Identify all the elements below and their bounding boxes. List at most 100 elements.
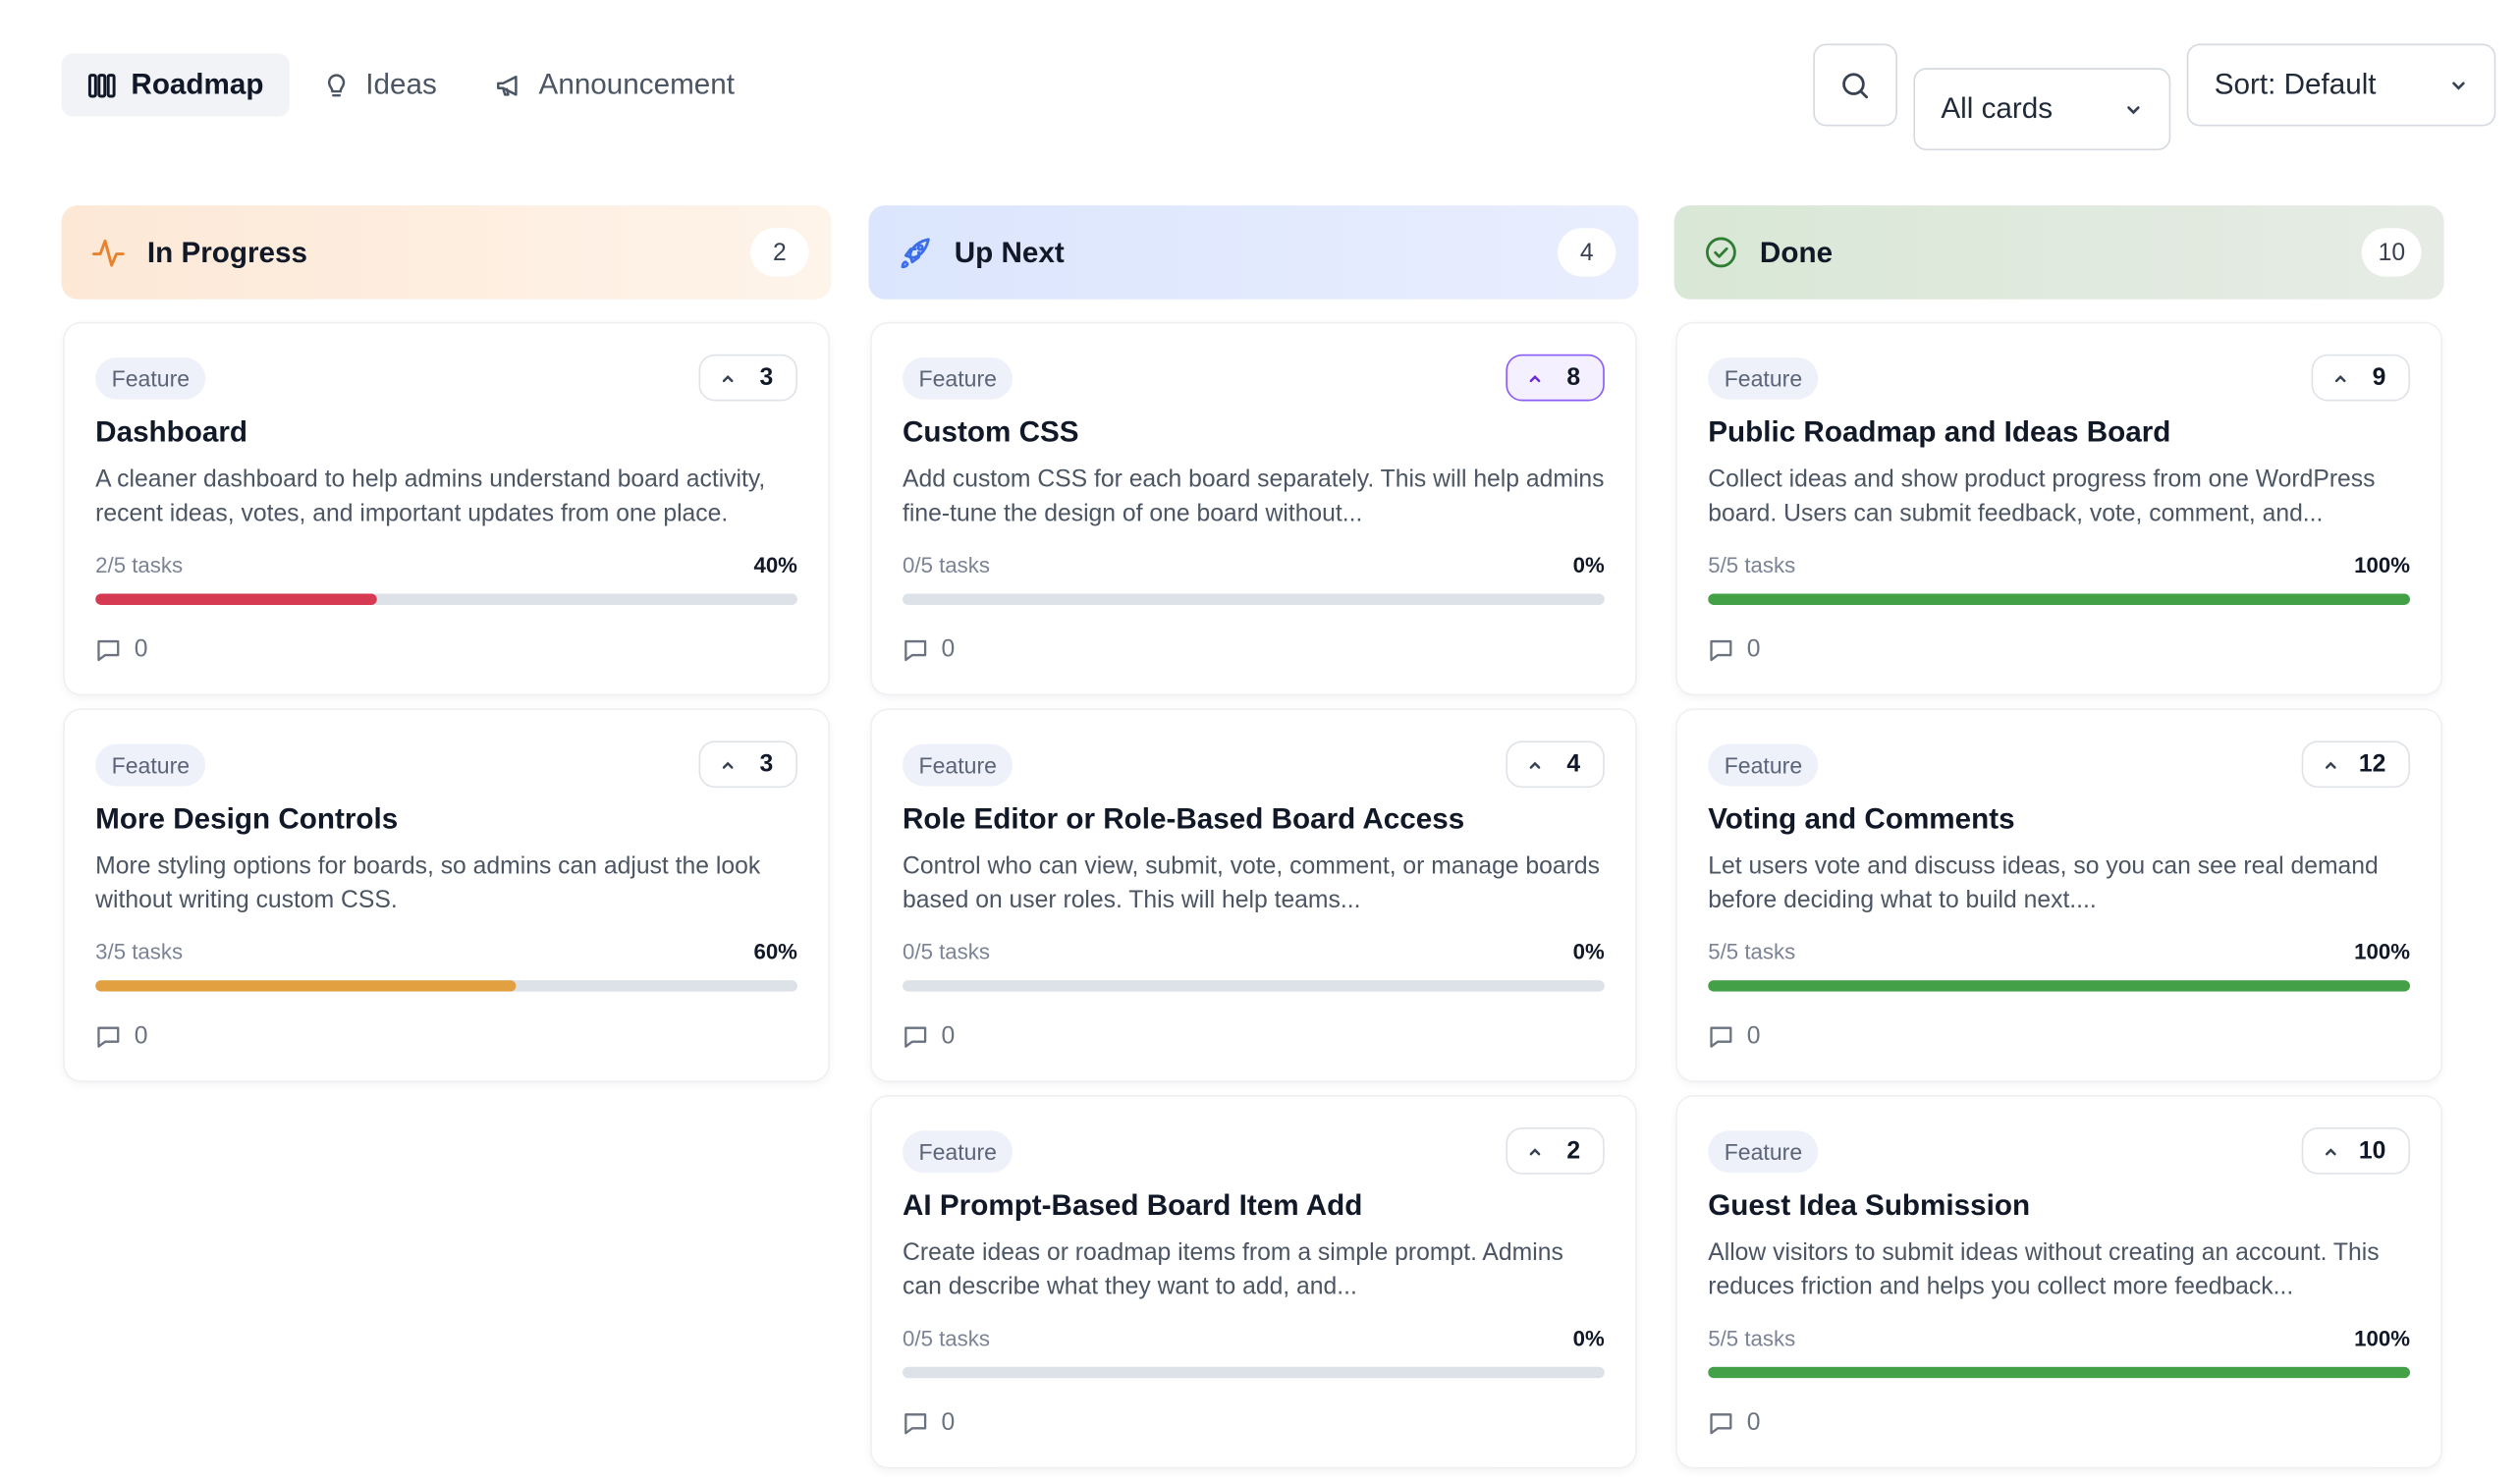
comment-count[interactable]: 0 [903,1022,1605,1050]
upvote-button[interactable]: 12 [2302,740,2411,789]
chevron-up-icon [722,760,734,768]
comment-icon [97,1025,120,1047]
card-title[interactable]: Voting and Comments [1708,801,2015,835]
chevron-up-icon [2326,760,2337,768]
task-progress-row: 5/5 tasks 100% [1708,940,2410,964]
upvote-button[interactable]: 3 [698,740,797,789]
progress-bar-fill [1708,1366,2411,1379]
card-title[interactable]: Role Editor or Role-Based Board Access [903,801,1465,835]
sort-value: Sort: Default [2214,68,2377,101]
comment-count[interactable]: 0 [903,635,1605,663]
upvote-button[interactable]: 8 [1506,354,1605,402]
upvote-button[interactable]: 9 [2311,354,2411,402]
card-list: Feature 9 Public Roadmap and Ideas Board… [1674,323,2444,1467]
card-filter-value: All cards [1941,91,2054,125]
roadmap-card[interactable]: Feature 10 Guest Idea Submission Allow v… [1676,1096,2441,1467]
task-percent: 0% [1572,553,1605,577]
column-header: In Progress 2 [61,205,832,300]
card-header: Feature 2 [903,1126,1605,1175]
comment-icon [1710,639,1732,661]
category-badge: Feature [1708,357,1819,399]
progress-bar-fill [95,593,377,605]
task-count: 5/5 tasks [1708,553,1796,577]
task-progress-row: 0/5 tasks 0% [903,1327,1605,1351]
chevron-up-icon [1529,1147,1541,1155]
card-header: Feature 3 [95,740,797,789]
progress-bar [95,593,797,605]
column-in-progress: In Progress 2 Feature 3 Dashboard A clea… [61,205,832,1096]
category-badge: Feature [1708,742,1819,786]
roadmap-card[interactable]: Feature 3 Dashboard A cleaner dashboard … [64,323,829,694]
chevron-up-icon [1529,760,1541,768]
task-count: 5/5 tasks [1708,1326,1796,1351]
column-header: Done 10 [1673,205,2444,300]
comment-count-value: 0 [941,1408,956,1437]
upvote-button[interactable]: 2 [1506,1126,1605,1175]
card-title[interactable]: Custom CSS [903,415,1079,449]
board-toolbar: All cards Sort: Default [1813,43,2496,151]
tab-ideas[interactable]: Ideas [296,53,463,116]
comment-count[interactable]: 0 [1708,1022,2410,1050]
card-title[interactable]: AI Prompt-Based Board Item Add [903,1188,1363,1222]
chevron-down-icon [2127,105,2140,114]
chevron-down-icon [2452,81,2465,89]
rocket-icon [901,238,930,269]
comment-count[interactable]: 0 [1708,1409,2410,1437]
card-title[interactable]: Public Roadmap and Ideas Board [1708,415,2171,449]
search-button[interactable] [1813,43,1897,127]
chevron-up-icon [1529,374,1541,382]
tab-roadmap[interactable]: Roadmap [61,53,290,117]
upvote-button[interactable]: 10 [2302,1126,2411,1175]
roadmap-columns-icon [87,73,116,97]
upvote-button[interactable]: 4 [1506,740,1605,789]
task-percent: 100% [2354,939,2411,964]
task-percent: 40% [753,553,797,577]
comment-count[interactable]: 0 [95,635,797,663]
roadmap-card[interactable]: Feature 12 Voting and Comments Let users… [1676,710,2441,1081]
tab-announcement[interactable]: Announcement [469,53,761,116]
comment-icon [97,639,120,661]
task-count: 0/5 tasks [903,1326,991,1351]
comment-count[interactable]: 0 [1708,635,2410,663]
chevron-up-icon [722,374,734,382]
roadmap-card[interactable]: Feature 3 More Design Controls More styl… [64,710,829,1081]
task-count: 0/5 tasks [903,939,991,964]
task-percent: 100% [2354,1326,2411,1351]
card-header: Feature 3 [95,354,797,402]
progress-bar-fill [1708,593,2411,605]
sort-select[interactable]: Sort: Default [2186,43,2496,127]
roadmap-card[interactable]: Feature 8 Custom CSS Add custom CSS for … [871,323,1636,694]
tab-announcement-label: Announcement [538,68,735,101]
progress-bar [903,1366,1605,1379]
roadmap-card[interactable]: Feature 4 Role Editor or Role-Based Boar… [871,710,1636,1081]
card-header: Feature 9 [1708,354,2411,402]
task-count: 2/5 tasks [95,553,184,577]
task-progress-row: 5/5 tasks 100% [1708,1327,2410,1351]
roadmap-card[interactable]: Feature 2 AI Prompt-Based Board Item Add… [871,1096,1636,1467]
card-title[interactable]: Dashboard [95,415,248,449]
vote-count: 8 [1566,363,1581,392]
upvote-button[interactable]: 3 [698,354,797,402]
task-percent: 60% [753,939,797,964]
vote-count: 12 [2358,750,2386,779]
card-title[interactable]: More Design Controls [95,801,399,835]
card-filter-select[interactable]: All cards [1913,68,2171,151]
task-progress-row: 0/5 tasks 0% [903,553,1605,577]
category-badge: Feature [95,742,206,786]
comment-icon [904,639,927,661]
comment-icon [904,1025,927,1047]
task-progress-row: 3/5 tasks 60% [95,940,797,964]
card-description: Create ideas or roadmap items from a sim… [903,1238,1563,1301]
comment-icon [904,1412,927,1434]
roadmap-card[interactable]: Feature 9 Public Roadmap and Ideas Board… [1676,323,2441,694]
activity-pulse-icon [92,239,125,267]
comment-count[interactable]: 0 [903,1409,1605,1437]
card-title[interactable]: Guest Idea Submission [1708,1188,2031,1222]
comment-count[interactable]: 0 [95,1022,797,1050]
card-list: Feature 3 Dashboard A cleaner dashboard … [62,323,832,1081]
column-count-badge: 2 [750,228,809,277]
task-progress-row: 2/5 tasks 40% [95,553,797,577]
progress-bar [95,980,797,992]
comment-count-value: 0 [1746,1021,1761,1050]
task-percent: 0% [1572,1326,1605,1351]
